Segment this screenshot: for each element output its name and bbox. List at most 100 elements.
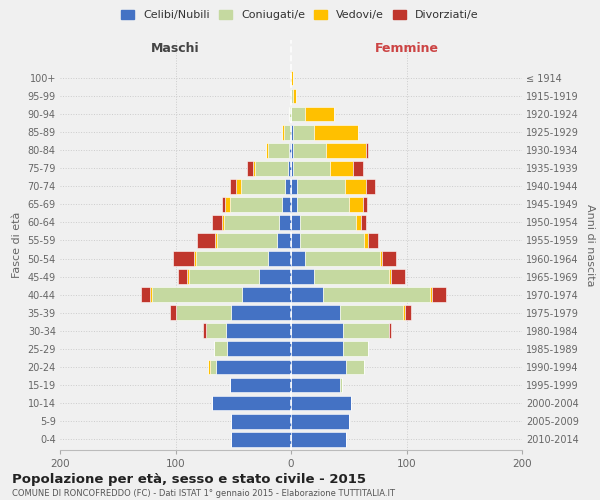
- Bar: [236, 179, 241, 194]
- Bar: [284, 124, 291, 140]
- Bar: [291, 233, 300, 248]
- Bar: [346, 360, 364, 374]
- Bar: [231, 306, 291, 320]
- Bar: [225, 197, 230, 212]
- Bar: [406, 306, 411, 320]
- Bar: [212, 215, 222, 230]
- Bar: [291, 70, 293, 86]
- Bar: [289, 106, 291, 122]
- Bar: [247, 161, 253, 176]
- Bar: [212, 396, 291, 410]
- Bar: [230, 197, 282, 212]
- Bar: [430, 288, 432, 302]
- Bar: [277, 233, 291, 248]
- Bar: [353, 161, 362, 176]
- Bar: [203, 324, 206, 338]
- Bar: [293, 88, 296, 104]
- Bar: [366, 143, 368, 158]
- Text: Maschi: Maschi: [151, 42, 200, 54]
- Bar: [285, 179, 291, 194]
- Bar: [293, 124, 314, 140]
- Bar: [196, 251, 268, 266]
- Bar: [349, 197, 362, 212]
- Bar: [291, 324, 343, 338]
- Bar: [389, 324, 391, 338]
- Bar: [291, 124, 293, 140]
- Bar: [173, 251, 194, 266]
- Bar: [305, 251, 380, 266]
- Bar: [150, 288, 152, 302]
- Bar: [297, 179, 345, 194]
- Bar: [291, 342, 343, 356]
- Bar: [197, 233, 215, 248]
- Bar: [231, 414, 291, 428]
- Bar: [291, 432, 346, 446]
- Bar: [230, 179, 236, 194]
- Bar: [356, 215, 361, 230]
- Bar: [291, 360, 346, 374]
- Bar: [297, 197, 349, 212]
- Bar: [141, 288, 150, 302]
- Bar: [291, 106, 305, 122]
- Bar: [289, 143, 291, 158]
- Bar: [215, 233, 217, 248]
- Bar: [253, 161, 255, 176]
- Bar: [291, 179, 297, 194]
- Bar: [323, 288, 430, 302]
- Bar: [389, 269, 391, 284]
- Bar: [268, 251, 291, 266]
- Bar: [255, 161, 287, 176]
- Bar: [208, 360, 210, 374]
- Bar: [364, 233, 368, 248]
- Bar: [314, 124, 358, 140]
- Bar: [291, 251, 305, 266]
- Bar: [178, 269, 187, 284]
- Bar: [230, 378, 291, 392]
- Bar: [432, 288, 446, 302]
- Bar: [216, 360, 291, 374]
- Y-axis label: Anni di nascita: Anni di nascita: [584, 204, 595, 286]
- Text: Femmine: Femmine: [374, 42, 439, 54]
- Bar: [282, 124, 284, 140]
- Bar: [222, 215, 224, 230]
- Bar: [214, 342, 227, 356]
- Bar: [282, 197, 291, 212]
- Bar: [291, 288, 323, 302]
- Bar: [343, 342, 368, 356]
- Bar: [206, 324, 226, 338]
- Bar: [152, 288, 242, 302]
- Bar: [266, 143, 268, 158]
- Bar: [291, 306, 340, 320]
- Bar: [300, 233, 364, 248]
- Bar: [291, 88, 293, 104]
- Bar: [268, 143, 289, 158]
- Bar: [391, 269, 406, 284]
- Bar: [224, 215, 280, 230]
- Bar: [287, 161, 291, 176]
- Bar: [403, 306, 406, 320]
- Bar: [291, 396, 351, 410]
- Bar: [176, 306, 231, 320]
- Bar: [259, 269, 291, 284]
- Text: Popolazione per età, sesso e stato civile - 2015: Popolazione per età, sesso e stato civil…: [12, 472, 366, 486]
- Bar: [368, 233, 377, 248]
- Bar: [280, 215, 291, 230]
- Bar: [190, 269, 259, 284]
- Bar: [305, 106, 334, 122]
- Bar: [326, 143, 366, 158]
- Bar: [210, 360, 216, 374]
- Bar: [366, 179, 376, 194]
- Bar: [343, 324, 389, 338]
- Bar: [314, 269, 389, 284]
- Bar: [170, 306, 176, 320]
- Bar: [291, 269, 314, 284]
- Bar: [293, 161, 330, 176]
- Bar: [293, 143, 326, 158]
- Bar: [340, 378, 342, 392]
- Bar: [222, 197, 225, 212]
- Bar: [380, 251, 382, 266]
- Bar: [291, 161, 293, 176]
- Bar: [241, 179, 285, 194]
- Bar: [382, 251, 396, 266]
- Bar: [217, 233, 277, 248]
